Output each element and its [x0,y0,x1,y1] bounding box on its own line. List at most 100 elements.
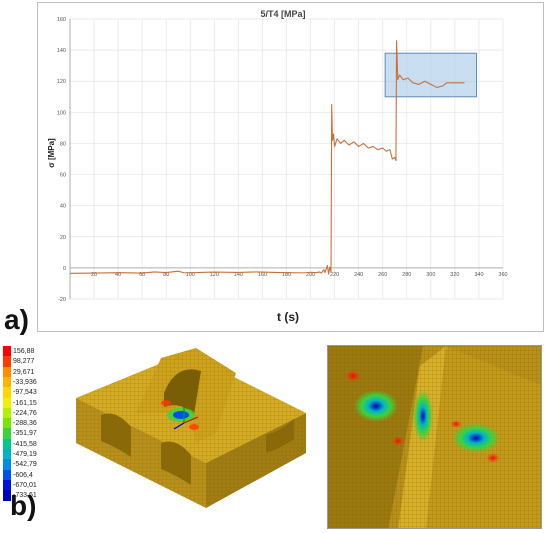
legend-swatch [3,490,11,502]
x-tick-label-16: 340 [474,272,483,278]
x-tick-label-12: 260 [378,272,387,278]
legend-value: -670,01 [13,481,37,489]
x-tick-label-9: 200 [306,272,315,278]
chart-title: 5/T4 [MPa] [260,9,305,19]
y-tick-label-6: 100 [57,110,66,116]
chart-plot: 20 40 60 80 100 120 140 160 180 200 220 240 260 280 30… [47,9,508,324]
legend-swatch [3,376,11,388]
legend-row: -97,543 [0,387,62,399]
legend-row: -351,97 [0,428,62,440]
legend-swatch [3,449,11,460]
x-tick-label-4: 100 [186,272,195,278]
legend-row: -606,4 [0,469,62,481]
legend-row: -161,15 [0,397,62,409]
model-slot-right [161,441,191,485]
x-tick-label-5: 120 [210,272,219,278]
legend-swatch [3,438,11,450]
y-tick-label-3: 40 [60,204,66,210]
legend-row: 98,277 [0,356,62,368]
y-tick-label-7: 120 [57,79,66,85]
y-tick-label-5: 80 [60,141,66,147]
legend-value: 156,88 [13,348,35,355]
stress-chart: 20 40 60 80 100 120 140 160 180 200 220 240 260 280 30… [37,2,544,332]
legend-value: -479,19 [13,451,37,458]
x-tick-label-6: 140 [234,272,243,278]
legend-row: -670,01 [0,479,62,491]
fea-zoom-view [327,345,542,529]
y-tick-label-1: 0 [63,266,66,272]
model-arch-hole [164,369,201,415]
panel-label-b: b) [10,490,37,521]
legend-swatch [3,418,11,430]
x-tick-label-17: 360 [498,272,507,278]
stress-hotspot-blue [173,411,189,419]
legend-row: 156,88 [0,346,62,357]
legend-value: -97,543 [13,389,37,397]
legend-swatch [3,407,11,419]
x-tick-label-3: 80 [163,272,169,278]
legend-swatch [3,469,11,481]
x-tick-label-2: 60 [139,272,145,278]
stress-hotspot-red [161,400,171,406]
highlight-box [384,52,478,98]
axis-triad-z [173,422,185,430]
y-tick-label-2: 20 [60,235,66,241]
x-tick-label-0: 20 [91,272,97,278]
legend-value: -224,76 [13,409,37,417]
legend-value: 98,277 [13,358,35,366]
zoom-hotspot-left [354,390,398,422]
zoom-red-spot-2 [450,420,462,428]
y-tick-label-4: 60 [60,173,66,179]
zoom-hotspot-right [452,423,500,453]
legend-row: -733,61 [0,490,62,502]
x-tick-label-10: 220 [330,272,339,278]
x-tick-label-14: 300 [426,272,435,278]
legend-value: -606,4 [13,471,33,479]
legend-swatch [3,428,11,440]
x-tick-label-7: 160 [258,272,267,278]
y-tick-label-0: -20 [58,297,66,303]
legend-swatch [3,479,11,491]
axis-triad-x [183,416,199,424]
x-tick-label-13: 280 [402,272,411,278]
x-tick-label-15: 320 [450,272,459,278]
legend-value: 29,671 [13,368,35,376]
legend-value: -415,58 [13,440,37,448]
zoom-view-drawing [328,346,541,528]
legend-row: -288,36 [0,418,62,430]
legend-value: -33,936 [13,378,37,386]
legend-swatch [3,397,11,409]
legend-swatch [3,459,11,471]
zoom-red-spot-1 [345,370,361,382]
zoom-hotspot-center [413,390,433,442]
legend-swatch [3,356,11,368]
legend-swatch [3,366,11,378]
model-slot-side [266,419,294,453]
x-axis-label: t (s) [277,310,299,324]
legend-swatch [3,387,11,399]
legend-row: -33,936 [0,376,62,388]
y-axis-label: σ [MPa] [47,138,56,168]
legend-value: -733,61 [13,492,37,500]
y-tick-label-9: 160 [57,17,66,23]
legend-row: -479,19 [0,449,62,460]
model-slot-left [101,413,131,457]
legend-row: -542,79 [0,459,62,471]
legend-value: -542,79 [13,461,37,469]
legend-swatch [3,346,11,357]
legend-row: -415,58 [0,438,62,450]
stress-hotspot-red-2 [189,424,199,430]
legend-value: -161,15 [13,399,37,407]
zoom-red-spot-3 [486,453,500,463]
y-tick-label-8: 140 [57,48,66,54]
stress-series-line [69,40,465,275]
legend-value: -351,97 [13,430,37,438]
x-tick-label-8: 180 [282,272,291,278]
fea-3d-model [76,348,306,508]
legend-row: 29,671 [0,366,62,378]
zoom-wall-left-mesh [328,346,423,528]
x-tick-label-11: 240 [354,272,363,278]
x-tick-label-1: 40 [115,272,121,278]
legend-row: -224,76 [0,407,62,419]
panel-label-a: a) [4,304,29,335]
